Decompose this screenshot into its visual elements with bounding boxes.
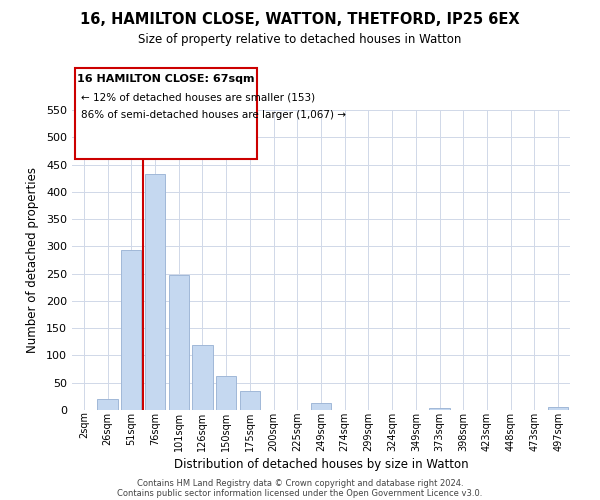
Bar: [240, 391, 260, 410]
Bar: [169, 274, 189, 410]
Bar: [216, 376, 236, 410]
Bar: [311, 404, 331, 410]
Text: 86% of semi-detached houses are larger (1,067) →: 86% of semi-detached houses are larger (…: [81, 110, 346, 120]
Bar: [121, 250, 142, 410]
Bar: [97, 399, 118, 410]
Y-axis label: Number of detached properties: Number of detached properties: [26, 167, 39, 353]
Text: Contains public sector information licensed under the Open Government Licence v3: Contains public sector information licen…: [118, 488, 482, 498]
X-axis label: Distribution of detached houses by size in Watton: Distribution of detached houses by size …: [173, 458, 469, 471]
Text: ← 12% of detached houses are smaller (153): ← 12% of detached houses are smaller (15…: [81, 92, 315, 102]
Text: Contains HM Land Registry data © Crown copyright and database right 2024.: Contains HM Land Registry data © Crown c…: [137, 478, 463, 488]
Text: Size of property relative to detached houses in Watton: Size of property relative to detached ho…: [139, 32, 461, 46]
Bar: [145, 174, 165, 410]
Bar: [430, 408, 449, 410]
Text: 16 HAMILTON CLOSE: 67sqm: 16 HAMILTON CLOSE: 67sqm: [77, 74, 255, 84]
Bar: [193, 344, 212, 410]
Bar: [548, 408, 568, 410]
Text: 16, HAMILTON CLOSE, WATTON, THETFORD, IP25 6EX: 16, HAMILTON CLOSE, WATTON, THETFORD, IP…: [80, 12, 520, 28]
